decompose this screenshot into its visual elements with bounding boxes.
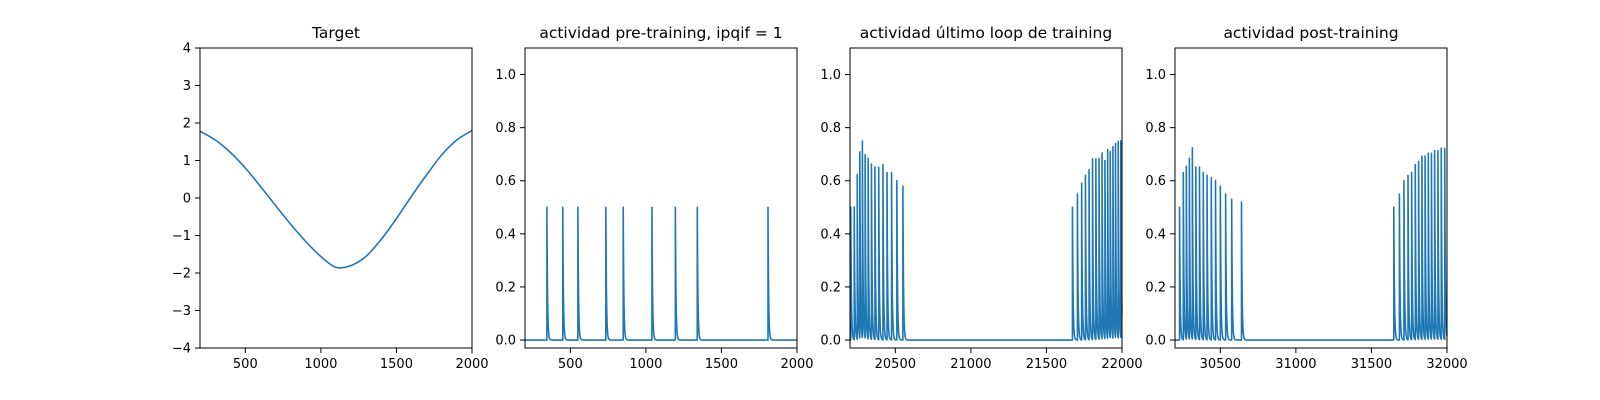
x-tick-label: 31500: [1351, 357, 1392, 372]
x-tick-label: 31000: [1275, 357, 1316, 372]
series-line-2-1: [524, 206, 798, 341]
chart-panel-4: 30500 31000 31500 32000 0.0 0.2 0.4 0.6 0.8 1.0 ac…: [1145, 24, 1467, 372]
y-tick-label: 4: [183, 42, 191, 57]
y-tick-label: −1: [172, 229, 191, 244]
axes-frame: [524, 47, 798, 349]
chart-panel-3: 20500 21000 21500 22000 0.0 0.2 0.4 0.6 0.8 1.0 ac…: [820, 24, 1142, 372]
x-tick-label: 22000: [1101, 357, 1142, 372]
y-tick-label: 0.0: [1145, 334, 1166, 349]
x-tick-label: 32000: [1426, 357, 1467, 372]
y-tick-label: 1: [183, 154, 191, 169]
series-line-4-1: [1174, 146, 1448, 341]
chart-title: Target: [311, 24, 360, 42]
y-tick-label: 1.0: [1145, 68, 1166, 83]
chart-title: actividad pre-training, ipqif = 1: [539, 24, 782, 42]
y-tick-label: 0.0: [495, 334, 516, 349]
axes-frame: [849, 47, 1123, 349]
x-tick-label: 21000: [950, 357, 991, 372]
y-tick-label: 1.0: [820, 68, 841, 83]
y-tick-label: 0.4: [820, 227, 841, 242]
x-tick-label: 1000: [304, 357, 337, 372]
y-tick-label: 1.0: [495, 68, 516, 83]
axes-frame: [199, 47, 473, 349]
chart-title: actividad post-training: [1223, 24, 1398, 42]
y-tick-label: 0.8: [1145, 121, 1166, 136]
y-tick-label: 0.6: [1145, 174, 1166, 189]
y-tick-label: 0.4: [495, 227, 516, 242]
y-tick-label: −4: [172, 342, 191, 357]
chart-panel-1: 500 1000 1500 2000 −4 −3 −2 −1 0 1 2 3 4 Target: [172, 24, 489, 372]
x-tick-label: 30500: [1200, 357, 1241, 372]
x-tick-label: 500: [558, 357, 583, 372]
series-line-1-1: [199, 129, 473, 269]
x-tick-label: 2000: [455, 357, 488, 372]
x-tick-label: 500: [233, 357, 258, 372]
y-tick-label: 0.8: [820, 121, 841, 136]
y-tick-label: 0.2: [820, 280, 841, 295]
y-tick-label: −2: [172, 267, 191, 282]
y-tick-label: 0.0: [820, 334, 841, 349]
x-tick-label: 1000: [629, 357, 662, 372]
x-tick-label: 21500: [1026, 357, 1067, 372]
y-tick-label: −3: [172, 304, 191, 319]
y-tick-label: 0.6: [495, 174, 516, 189]
x-tick-label: 2000: [780, 357, 813, 372]
y-tick-label: 2: [183, 117, 191, 132]
x-tick-label: 1500: [380, 357, 413, 372]
x-tick-label: 20500: [875, 357, 916, 372]
y-tick-label: 0.4: [1145, 227, 1166, 242]
x-tick-label: 1500: [705, 357, 738, 372]
y-tick-label: 0.6: [820, 174, 841, 189]
axes-frame: [1174, 47, 1448, 349]
chart-title: actividad último loop de training: [860, 24, 1112, 42]
y-tick-label: 0: [183, 192, 191, 207]
chart-panel-2: 500 1000 1500 2000 0.0 0.2 0.4 0.6 0.8 1.0 activid…: [495, 24, 813, 372]
y-tick-label: 0.8: [495, 121, 516, 136]
y-tick-label: 0.2: [1145, 280, 1166, 295]
series-line-3-1: [849, 139, 1123, 341]
y-tick-label: 3: [183, 79, 191, 94]
y-tick-label: 0.2: [495, 280, 516, 295]
